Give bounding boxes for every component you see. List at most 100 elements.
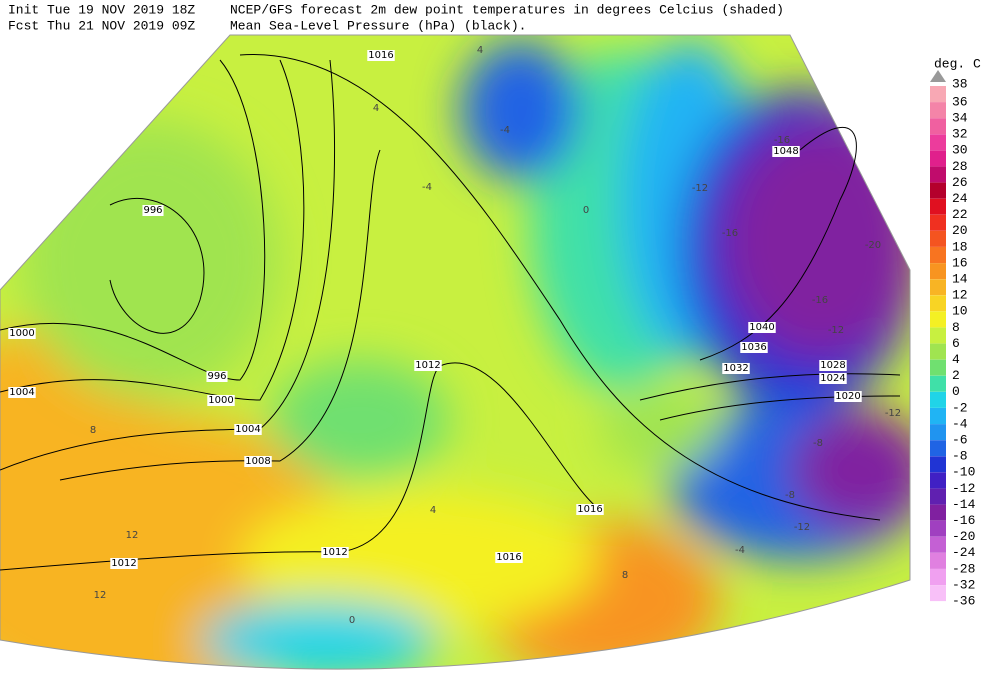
isobar-label-bg (8, 387, 36, 398)
legend-swatch (930, 214, 946, 231)
legend-label: 8 (952, 320, 960, 335)
forecast-time: Fcst Thu 21 NOV 2019 09Z (8, 18, 195, 33)
legend-swatch (930, 552, 946, 569)
dewpoint-label: 12 (126, 530, 139, 541)
legend-label: -8 (952, 449, 968, 464)
legend-label: -4 (952, 416, 968, 431)
isobar-label-bg (110, 558, 138, 569)
legend-label: 18 (952, 239, 968, 254)
legend-label: 16 (952, 255, 968, 270)
legend-swatch (930, 536, 946, 553)
isobar-label: 1036 (741, 342, 766, 353)
isobar-label: 1012 (111, 558, 136, 569)
dewpoint-label: -16 (774, 135, 790, 146)
isobar-label: 1000 (9, 328, 34, 339)
dewpoint-label: -12 (692, 183, 708, 194)
legend-label: 32 (952, 127, 968, 142)
legend-swatch (930, 504, 946, 521)
legend-label: -16 (952, 513, 975, 528)
legend-swatch (930, 569, 946, 585)
legend-label: 24 (952, 191, 968, 206)
isobar-label: 996 (207, 371, 226, 382)
legend-label: 4 (952, 352, 960, 367)
legend-swatch (930, 391, 946, 408)
dewpoint-label: -4 (422, 182, 432, 193)
legend-label: 14 (952, 272, 968, 287)
dewpoint-label: -12 (828, 325, 844, 336)
legend-swatch (930, 424, 946, 441)
legend-swatch (930, 359, 946, 376)
legend-swatch (930, 488, 946, 505)
dewpoint-label: 8 (90, 425, 96, 436)
legend-swatch (930, 118, 946, 135)
legend-swatch (930, 520, 946, 537)
isobar-label: 1048 (773, 146, 798, 157)
isobar-label: 1024 (820, 373, 845, 384)
isobar-label-bg (576, 504, 604, 515)
map-title: NCEP/GFS forecast 2m dew point temperatu… (230, 2, 784, 17)
dewpoint-shading (0, 35, 910, 670)
isobar-label: 1040 (749, 322, 774, 333)
legend-label: -12 (952, 481, 975, 496)
legend-label: -36 (952, 594, 975, 609)
legend-label: 6 (952, 336, 960, 351)
isobar-label: 1004 (9, 387, 34, 398)
isobar-label-bg (722, 363, 750, 374)
legend-top-arrow (930, 70, 946, 82)
map-border (0, 34, 911, 670)
legend-swatch (930, 375, 946, 392)
dewpoint-label: -16 (722, 228, 738, 239)
dewpoint-label: 4 (477, 45, 483, 56)
legend-swatch (930, 263, 946, 280)
legend-swatch (930, 86, 946, 102)
legend-swatch (930, 198, 946, 215)
isobar-label-bg (142, 205, 164, 216)
isobar-label: 1032 (723, 363, 748, 374)
isobar-label: 1020 (835, 391, 860, 402)
legend-swatch (930, 472, 946, 489)
legend-swatch (930, 408, 946, 424)
legend-swatch (930, 585, 946, 602)
legend-label: -32 (952, 577, 975, 592)
isobar-label-bg (8, 328, 36, 339)
legend-label: 36 (952, 94, 968, 109)
legend-swatch (930, 134, 946, 151)
legend-label: 28 (952, 159, 968, 174)
legend-swatch (930, 311, 946, 328)
dewpoint-label: -12 (794, 522, 810, 533)
isobar-label-bg (772, 146, 800, 157)
isobar-label-bg (234, 424, 262, 435)
isobar-label: 1016 (368, 50, 393, 61)
isobar-label: 1008 (245, 456, 270, 467)
isobar-label-bg (367, 50, 395, 61)
dewpoint-label: 0 (349, 615, 355, 626)
dewpoint-label: 12 (94, 590, 107, 601)
legend-swatch (930, 456, 946, 473)
isobar-label: 1028 (820, 360, 845, 371)
isobar-label-bg (414, 360, 442, 371)
dewpoint-label: -16 (812, 295, 828, 306)
legend-title: deg. C (934, 56, 981, 71)
legend-label: 22 (952, 207, 968, 222)
init-time: Init Tue 19 NOV 2019 18Z (8, 2, 195, 17)
legend-swatch (930, 150, 946, 167)
isobar-label-bg (495, 552, 523, 563)
isobar-label: 1016 (496, 552, 521, 563)
isobars (0, 54, 901, 571)
legend-swatch (930, 230, 946, 247)
legend-label: -28 (952, 561, 975, 576)
isobar-label-bg (207, 395, 235, 406)
dewpoint-label: 8 (622, 570, 628, 581)
isobar-label-bg (748, 322, 776, 333)
legend-label: -24 (952, 545, 976, 560)
legend-label: 30 (952, 143, 968, 158)
dewpoint-label: -12 (885, 408, 901, 419)
dewpoint-label: -8 (785, 490, 795, 501)
legend-swatch (930, 279, 946, 296)
legend-swatch (930, 182, 946, 199)
legend-label: -14 (952, 497, 976, 512)
legend-label: 34 (952, 111, 968, 126)
isobar-label-bg (206, 371, 228, 382)
